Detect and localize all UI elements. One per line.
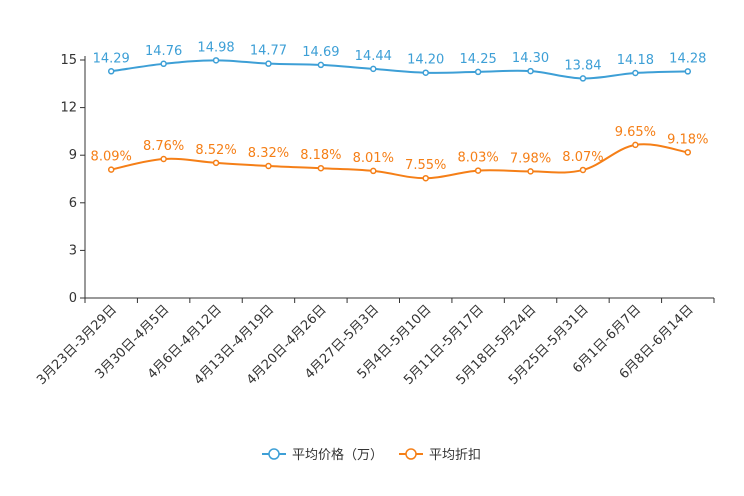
data-label: 13.84 [564, 58, 601, 73]
y-tick-label: 12 [60, 101, 77, 116]
data-point[interactable] [317, 164, 325, 172]
data-label: 14.20 [407, 53, 444, 68]
legend-marker-icon [268, 448, 280, 460]
data-point[interactable] [107, 68, 115, 75]
data-point[interactable] [212, 57, 220, 64]
y-tick-label: 3 [69, 243, 77, 258]
data-point[interactable] [265, 60, 272, 67]
data-label: 14.44 [355, 49, 392, 64]
data-label: 9.18% [667, 132, 708, 147]
data-label: 14.69 [302, 45, 339, 60]
y-tick-label: 15 [60, 53, 77, 68]
data-point[interactable] [212, 159, 220, 167]
data-label: 8.52% [195, 143, 236, 158]
data-point[interactable] [370, 167, 377, 175]
data-label: 14.29 [93, 51, 130, 66]
data-label: 8.18% [300, 148, 341, 163]
data-label: 8.76% [143, 139, 184, 154]
legend-label: 平均折扣 [429, 448, 481, 463]
data-point[interactable] [160, 155, 167, 163]
data-point[interactable] [422, 69, 429, 76]
data-label: 14.28 [669, 51, 706, 66]
legend: 平均价格（万） 平均折扣 [262, 447, 481, 463]
data-point[interactable] [474, 167, 482, 174]
data-point[interactable] [579, 75, 587, 82]
data-point[interactable] [632, 141, 639, 149]
data-label: 7.55% [405, 158, 446, 173]
legend-label: 平均价格（万） [292, 447, 383, 463]
data-point[interactable] [527, 168, 534, 175]
legend-marker-icon [405, 448, 417, 460]
data-point[interactable] [632, 69, 639, 77]
data-point[interactable] [370, 65, 377, 73]
series-line-0 [111, 59, 688, 80]
data-label: 14.98 [197, 40, 234, 55]
data-point[interactable] [265, 162, 272, 170]
series-line-1 [111, 143, 688, 180]
data-label: 14.76 [145, 44, 182, 59]
legend-item-0[interactable]: 平均价格（万） [262, 447, 383, 463]
data-point[interactable] [579, 166, 587, 174]
data-label: 8.01% [353, 151, 394, 166]
data-label: 14.30 [512, 51, 549, 66]
data-point[interactable] [684, 149, 692, 156]
data-label: 7.98% [510, 151, 551, 166]
legend-item-1[interactable]: 平均折扣 [399, 448, 481, 463]
data-label: 14.18 [617, 53, 654, 68]
data-label: 9.65% [615, 125, 656, 140]
data-point[interactable] [107, 166, 115, 173]
data-point[interactable] [317, 61, 325, 69]
data-point[interactable] [527, 67, 534, 75]
data-label: 14.77 [250, 44, 287, 59]
data-label: 8.09% [91, 150, 132, 165]
data-label: 14.25 [460, 52, 497, 67]
axes [84, 56, 714, 299]
data-point[interactable] [422, 174, 429, 182]
data-label: 8.32% [248, 146, 289, 161]
data-point[interactable] [160, 60, 167, 68]
data-label: 8.07% [562, 150, 603, 165]
y-tick-label: 9 [69, 148, 77, 163]
data-point[interactable] [474, 68, 482, 76]
y-tick-label: 0 [69, 291, 77, 306]
data-label: 8.03% [457, 151, 498, 166]
y-tick-label: 6 [69, 196, 77, 211]
data-point[interactable] [684, 68, 692, 75]
